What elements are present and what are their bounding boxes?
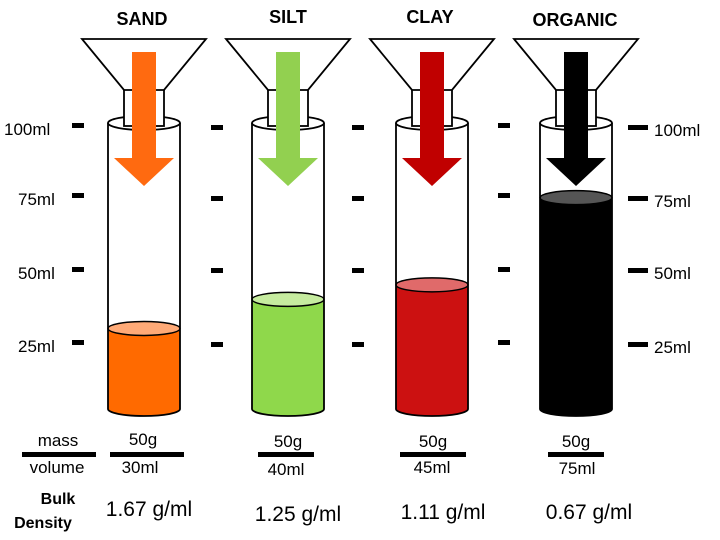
silt-liquid bbox=[252, 299, 324, 416]
clay-liquid bbox=[396, 284, 468, 416]
fraction-bar-silt bbox=[258, 452, 314, 457]
organic-cylinder-outline bbox=[539, 123, 613, 417]
sand-cylinder-outline bbox=[107, 123, 181, 417]
volume-scale-ticks bbox=[72, 123, 648, 347]
silt-cylinder-outline bbox=[251, 123, 325, 417]
tick-left-50 bbox=[72, 267, 84, 272]
tick-gap2-75 bbox=[352, 196, 364, 201]
tick-gap1-100 bbox=[211, 125, 223, 130]
silt-cylinder-group bbox=[224, 38, 352, 417]
column-title-sand: SAND bbox=[116, 9, 168, 29]
scale-label-right-100: 100ml bbox=[654, 121, 701, 140]
tick-right-50 bbox=[628, 268, 648, 273]
fraction-bar-organic bbox=[548, 452, 604, 457]
tick-left-25 bbox=[72, 340, 84, 345]
clay-liquid-surface bbox=[395, 277, 469, 293]
organic-volume: 75ml bbox=[558, 459, 596, 478]
tick-right-75 bbox=[628, 196, 648, 201]
fraction-bar-legend bbox=[22, 452, 96, 457]
sand-liquid-surface bbox=[107, 320, 181, 337]
clay-cylinder-group bbox=[368, 38, 496, 417]
tick-gap1-75 bbox=[211, 196, 223, 201]
bulk-density-label-line1: Bulk bbox=[40, 491, 76, 508]
column-title-clay: CLAY bbox=[406, 7, 454, 27]
organic-liquid bbox=[540, 197, 612, 416]
scale-label-left-75: 75ml bbox=[18, 190, 55, 209]
scale-label-left-50: 50ml bbox=[18, 264, 55, 283]
sand-mass: 50g bbox=[128, 430, 158, 449]
tick-gap2-25 bbox=[352, 342, 364, 347]
sand-down-arrow-icon bbox=[114, 52, 174, 186]
tick-gap1-50 bbox=[211, 268, 223, 273]
organic-density: 0.67 g/ml bbox=[545, 501, 633, 524]
tick-gap2-100 bbox=[352, 125, 364, 130]
column-title-silt: SILT bbox=[269, 7, 307, 27]
silt-down-arrow-icon bbox=[258, 52, 318, 186]
clay-mass: 50g bbox=[418, 432, 448, 451]
tick-gap3-100 bbox=[498, 123, 510, 128]
sand-cylinder-group bbox=[80, 38, 208, 417]
tick-gap1-25 bbox=[211, 342, 223, 347]
tick-right-25 bbox=[628, 342, 648, 347]
fraction-bar-clay bbox=[400, 452, 466, 457]
sand-volume: 30ml bbox=[121, 458, 159, 477]
silt-density: 1.25 g/ml bbox=[254, 503, 342, 526]
tick-gap3-50 bbox=[498, 267, 510, 272]
clay-volume: 45ml bbox=[413, 458, 451, 477]
organic-down-arrow-icon bbox=[546, 52, 606, 186]
legend-volume-label: volume bbox=[29, 458, 85, 477]
legend-mass-label: mass bbox=[37, 431, 79, 450]
clay-cylinder-outline bbox=[395, 123, 469, 417]
tick-left-100 bbox=[72, 123, 84, 128]
scale-label-left-100: 100ml bbox=[4, 120, 51, 139]
organic-liquid-surface bbox=[539, 189, 613, 206]
tick-gap3-25 bbox=[498, 340, 510, 345]
scale-label-right-75: 75ml bbox=[654, 192, 691, 211]
tick-gap3-75 bbox=[498, 193, 510, 198]
silt-volume: 40ml bbox=[267, 460, 305, 479]
tick-left-75 bbox=[72, 193, 84, 198]
tick-right-100 bbox=[628, 125, 648, 130]
organic-mass: 50g bbox=[561, 432, 591, 451]
silt-liquid-surface bbox=[251, 291, 325, 308]
clay-density: 1.11 g/ml bbox=[400, 501, 486, 524]
cylinder-columns bbox=[80, 38, 640, 417]
sand-liquid bbox=[108, 328, 180, 416]
tick-gap2-50 bbox=[352, 268, 364, 273]
silt-mass: 50g bbox=[273, 432, 303, 451]
scale-label-right-50: 50ml bbox=[654, 264, 691, 283]
sand-density: 1.67 g/ml bbox=[105, 498, 193, 521]
scale-label-right-25: 25ml bbox=[654, 338, 691, 357]
scale-label-left-25: 25ml bbox=[18, 337, 55, 356]
clay-down-arrow-icon bbox=[402, 52, 462, 186]
column-title-organic: ORGANIC bbox=[532, 10, 618, 30]
bulk-density-label-line2: Density bbox=[14, 515, 72, 532]
organic-cylinder-group bbox=[512, 38, 640, 417]
fraction-bar-sand bbox=[110, 452, 184, 457]
